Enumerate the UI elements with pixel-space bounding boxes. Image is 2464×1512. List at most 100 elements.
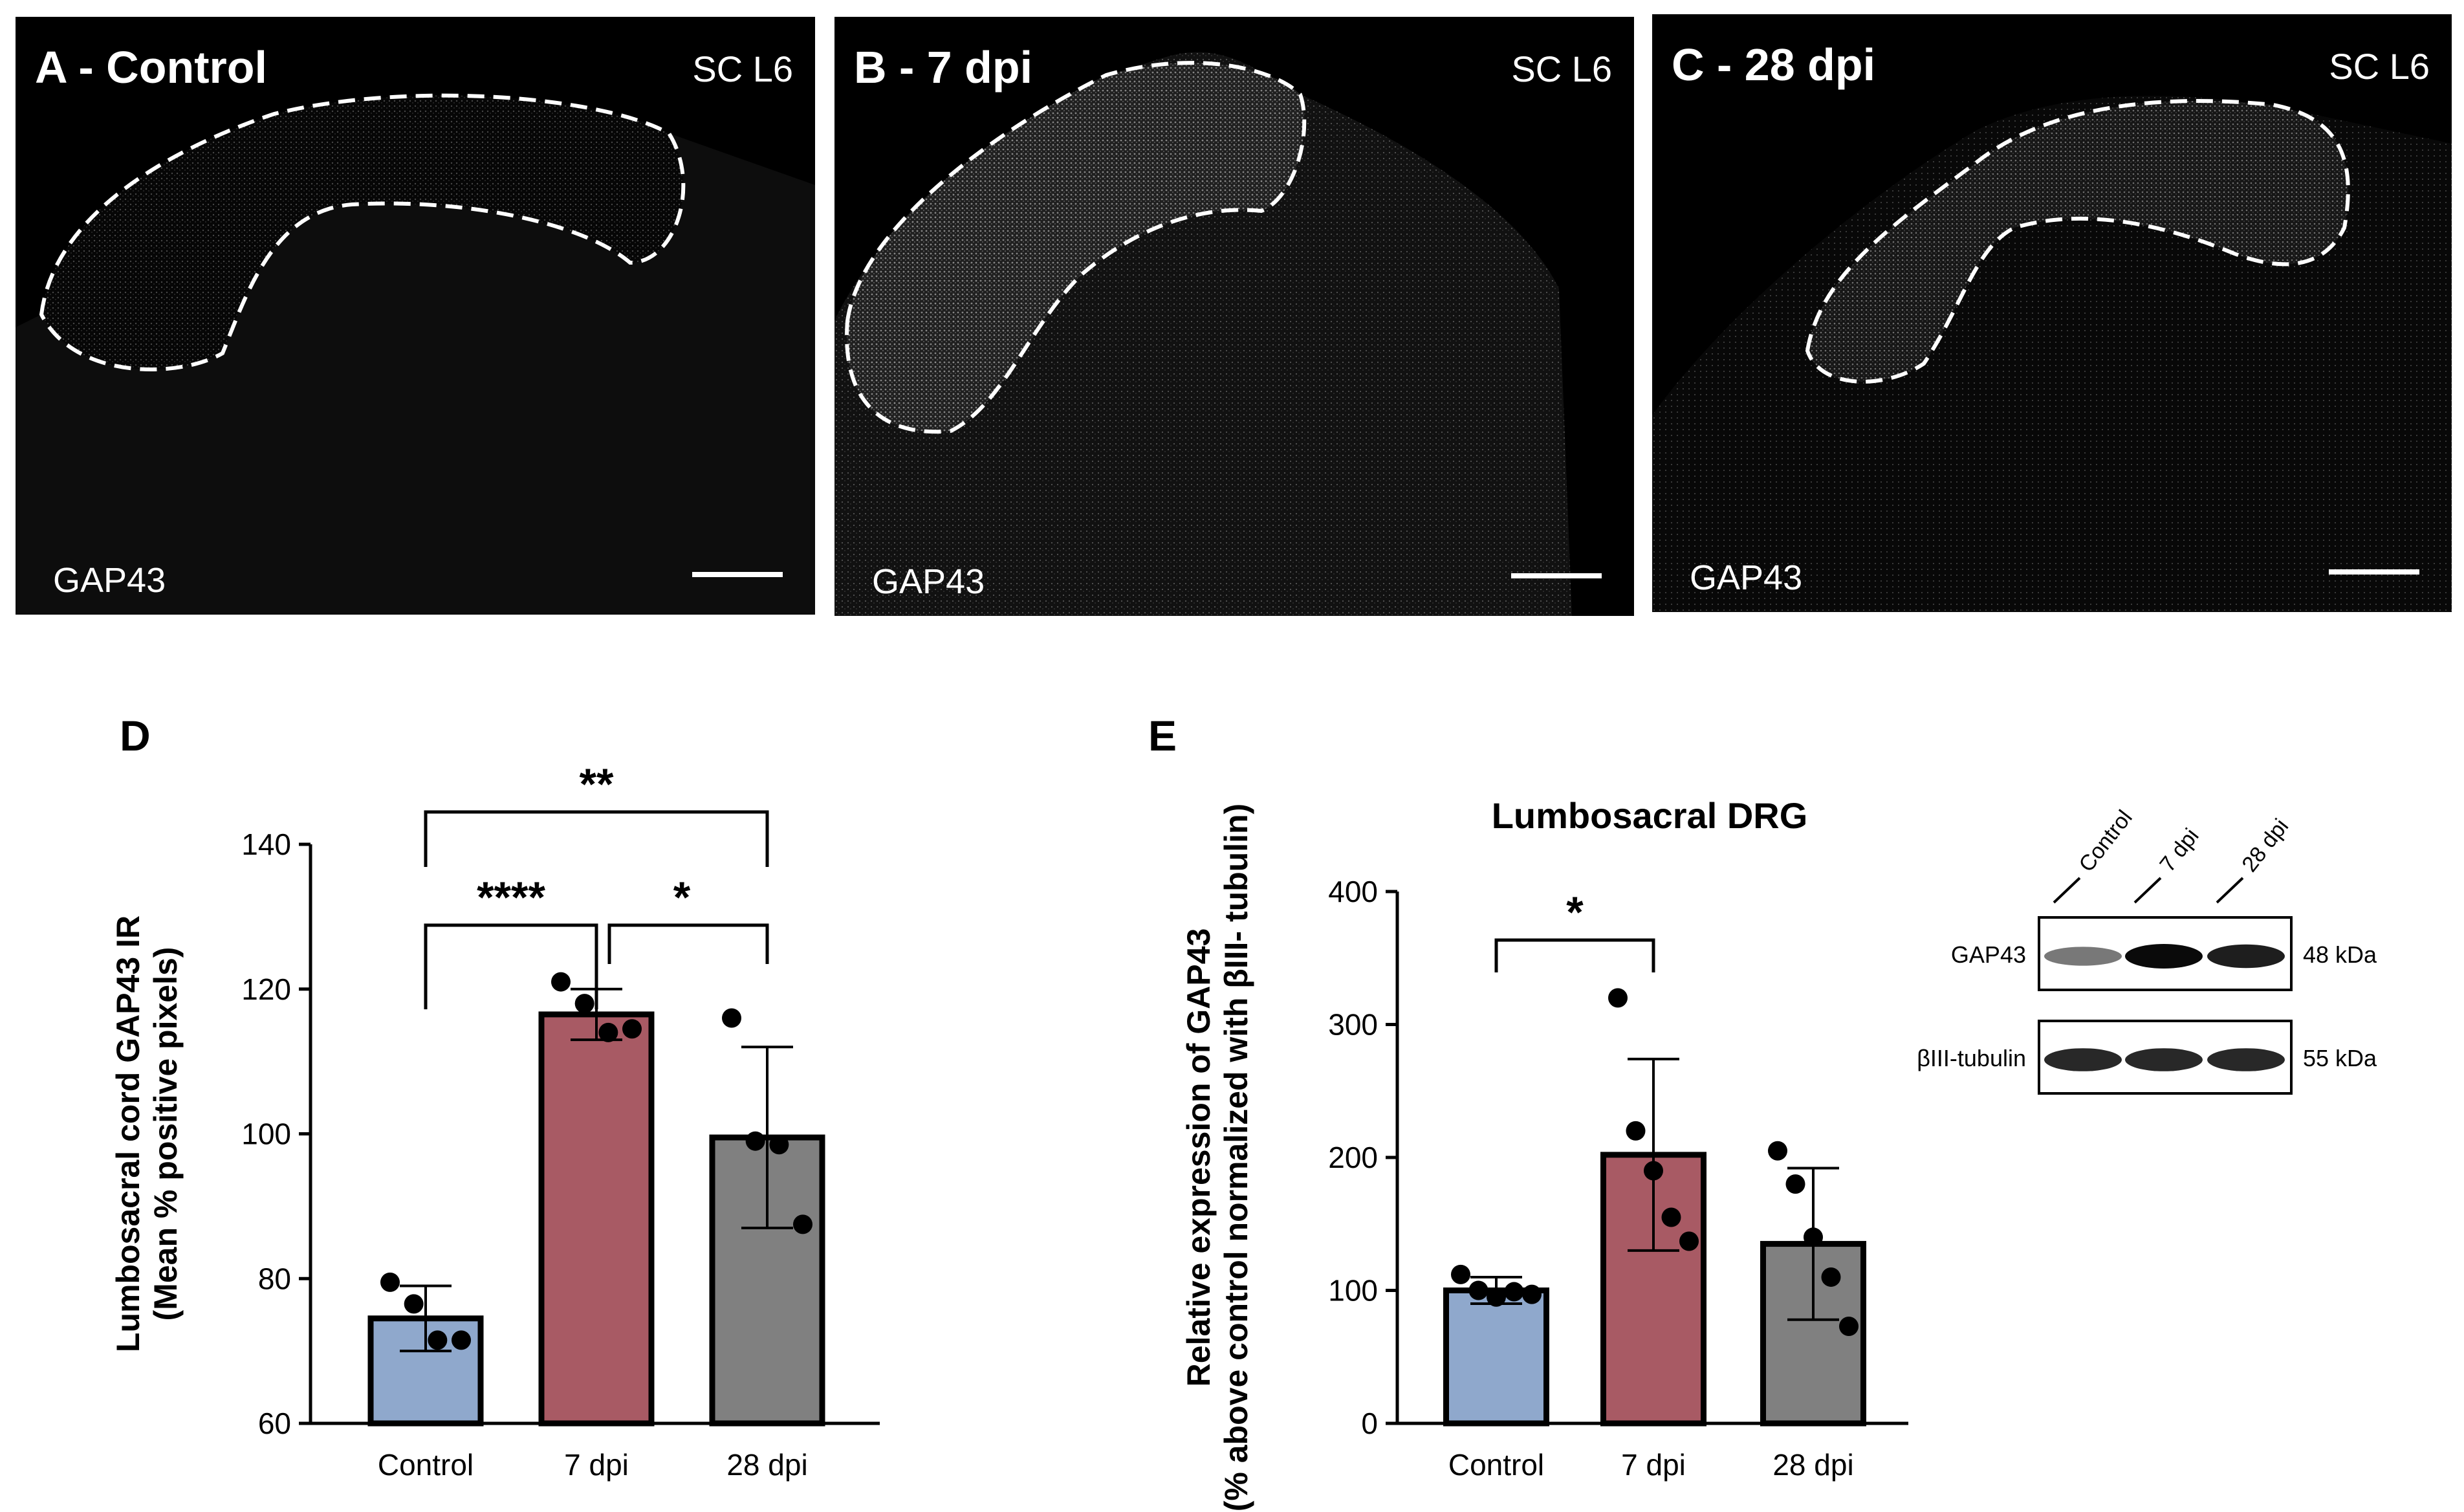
y-tick-label: 60 xyxy=(258,1407,291,1440)
blot-row-frame xyxy=(2038,1020,2293,1095)
blot-band xyxy=(2207,1048,2285,1071)
data-point xyxy=(428,1330,448,1350)
data-point xyxy=(1839,1316,1859,1336)
western-blot: Control 7 dpi 28 dpi GAP43 48 kDa βIII-tubuli… xyxy=(1917,805,2377,1095)
significance-bracket xyxy=(424,810,769,867)
x-tick-label: 28 dpi xyxy=(1772,1448,1853,1482)
y-tick-label: 200 xyxy=(1328,1141,1378,1174)
significance-bracket xyxy=(1494,938,1655,972)
significance-bracket xyxy=(607,923,769,964)
data-point xyxy=(1679,1231,1699,1251)
significance-label: ** xyxy=(580,760,614,809)
x-tick-label: 28 dpi xyxy=(726,1448,807,1482)
panel-c-region: SC L6 xyxy=(2329,46,2430,87)
data-point xyxy=(1821,1267,1841,1287)
y-axis-label-units: (Mean % positive pixels) xyxy=(147,947,184,1321)
tissue-image-c xyxy=(1652,96,2452,612)
y-axis-label: Lumbosacral cord GAP43 IR xyxy=(110,915,146,1352)
data-point xyxy=(380,1272,400,1292)
micrograph-panel-b: B - 7 dpi SC L6 GAP43 xyxy=(834,17,1634,616)
blot-protein-label: βIII-tubulin xyxy=(1917,1045,2026,1071)
bar-7-dpi xyxy=(538,1011,655,1427)
blot-protein-label: GAP43 xyxy=(1951,941,2026,968)
data-point xyxy=(745,1131,765,1151)
data-point xyxy=(1451,1264,1470,1284)
bar-28-dpi xyxy=(1760,1241,1866,1427)
y-tick-label: 300 xyxy=(1328,1008,1378,1042)
x-tick-label: Control xyxy=(378,1448,474,1482)
data-point xyxy=(1522,1284,1542,1304)
data-point xyxy=(1804,1227,1823,1247)
panel-b-region: SC L6 xyxy=(1511,49,1612,89)
blot-band xyxy=(2044,947,2122,966)
lane-tick xyxy=(2133,877,2162,904)
bar-28-dpi xyxy=(709,1134,825,1427)
scale-bar xyxy=(2329,569,2419,575)
micrograph-panel-a: A - Control SC L6 GAP43 xyxy=(16,17,815,615)
y-axis-label: Relative expression of GAP43 xyxy=(1181,928,1217,1387)
panel-c-title: C - 28 dpi xyxy=(1672,39,1876,90)
y-tick-label: 120 xyxy=(241,972,291,1006)
panel-letter-d: D xyxy=(120,712,151,760)
significance-label: **** xyxy=(477,873,545,922)
significance-bracket xyxy=(424,923,598,1009)
data-point xyxy=(1626,1121,1646,1141)
panel-c-marker: GAP43 xyxy=(1690,558,1803,597)
lane-label: Control xyxy=(2074,805,2137,877)
data-point xyxy=(769,1135,789,1155)
bar-control xyxy=(367,1315,484,1427)
panel-letter-e: E xyxy=(1148,712,1177,760)
lane-label: 7 dpi xyxy=(2155,824,2203,876)
data-point xyxy=(1504,1282,1524,1302)
scale-bar xyxy=(692,572,783,577)
blot-band xyxy=(2044,1048,2122,1071)
blot-size-label: 55 kDa xyxy=(2303,1045,2377,1071)
data-point xyxy=(598,1022,618,1042)
tissue-image-b xyxy=(834,52,1572,616)
bar-control xyxy=(1443,1287,1549,1427)
blot-band xyxy=(2125,944,2203,969)
data-point xyxy=(1487,1287,1506,1307)
data-point xyxy=(1644,1161,1663,1181)
data-point xyxy=(1468,1280,1488,1300)
blot-band xyxy=(2125,1048,2203,1071)
panel-a-region: SC L6 xyxy=(692,49,793,89)
data-point xyxy=(622,1019,642,1039)
data-point xyxy=(1608,988,1628,1008)
x-tick-label: 7 dpi xyxy=(564,1448,629,1482)
y-tick-label: 100 xyxy=(1328,1274,1378,1308)
panel-a-marker: GAP43 xyxy=(53,561,166,600)
blot-size-label: 48 kDa xyxy=(2303,941,2377,968)
panel-b-marker: GAP43 xyxy=(872,562,985,601)
data-point xyxy=(1661,1207,1681,1227)
panel-b-title: B - 7 dpi xyxy=(854,42,1033,93)
data-point xyxy=(574,994,594,1014)
x-tick-label: Control xyxy=(1448,1448,1544,1482)
x-tick-label: 7 dpi xyxy=(1621,1448,1686,1482)
bar-7-dpi xyxy=(1600,1152,1706,1427)
y-tick-label: 140 xyxy=(241,827,291,861)
lane-tick xyxy=(2216,877,2244,904)
panel-a-title: A - Control xyxy=(35,42,267,93)
y-tick-label: 400 xyxy=(1328,875,1378,908)
significance-label: * xyxy=(1566,888,1584,937)
lane-label: 28 dpi xyxy=(2237,815,2293,877)
data-point xyxy=(1785,1174,1805,1194)
data-point xyxy=(551,972,571,992)
y-axis-label-units: (% above control normalized with βIII- t… xyxy=(1218,804,1254,1511)
lane-tick xyxy=(2053,877,2081,904)
y-tick-label: 100 xyxy=(241,1117,291,1151)
micrograph-panel-c: C - 28 dpi SC L6 GAP43 xyxy=(1652,14,2452,612)
data-point xyxy=(722,1008,741,1028)
data-point xyxy=(452,1330,471,1350)
scale-bar xyxy=(1511,573,1602,578)
y-tick-label: 0 xyxy=(1361,1407,1378,1440)
data-point xyxy=(404,1294,424,1314)
chart-e-title: Lumbosacral DRG xyxy=(1492,795,1808,836)
tissue-image-a xyxy=(16,93,815,615)
blot-band xyxy=(2207,944,2285,969)
data-point xyxy=(1768,1141,1787,1161)
y-tick-label: 80 xyxy=(258,1262,291,1295)
significance-label: * xyxy=(673,873,691,922)
blot-row-frame xyxy=(2038,916,2293,991)
